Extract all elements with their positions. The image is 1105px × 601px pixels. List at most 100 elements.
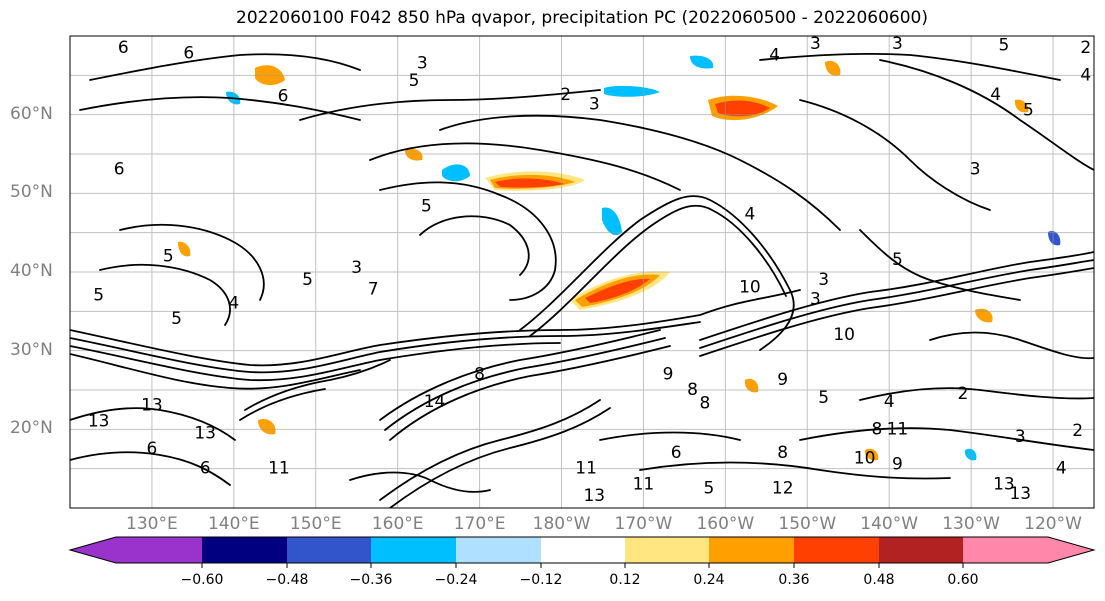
map-frame [69,35,1095,509]
contour-value-label: 3 [810,290,821,310]
colorbar-tick-label: 0.48 [863,572,895,588]
colorbar-tick-label: 0.60 [947,572,979,588]
map-title: 2022060100 F042 850 hPa qvapor, precipit… [236,8,928,28]
qvapor-contours [70,52,1094,508]
latitude-label: 30°N [10,339,53,360]
contour-value-label: 6 [278,87,289,107]
contour-value-label: 2 [1072,421,1083,441]
contour-value-label: 9 [663,364,674,384]
contour-value-label: 5 [892,250,903,270]
contour-value-label: 3 [417,54,428,74]
contour-value-label: 3 [892,34,903,54]
latitude-label: 50°N [10,182,53,203]
colorbar-segment [371,537,456,563]
contour-value-label: 5 [409,71,420,91]
contour-value-label: 6 [183,43,194,63]
contour-value-label: 5 [93,286,104,306]
colorbar-segment [625,537,709,563]
contour-value-label: 5 [163,246,174,266]
contour-value-label: 5 [818,388,829,408]
colorbar-outline [68,536,1096,564]
contour-value-label: 3 [970,160,981,180]
colorbar-tick-label: 0.36 [778,572,810,588]
longitude-label: 170°E [453,514,506,534]
contour-value-label: 14 [424,392,446,412]
contour-value-label: 4 [884,392,895,412]
longitude-label: 160°W [696,514,755,534]
colorbar-segment [709,537,794,563]
contour-value-label: 13 [993,474,1015,494]
contour-value-label: 4 [1080,65,1091,85]
colorbar-segment [541,537,625,563]
contour-value-label: 5 [1023,101,1034,121]
contour-value-label: 6 [118,38,129,58]
contour-value-label: 12 [772,478,794,498]
colorbar-segment [963,537,1094,563]
colorbar-segment [794,537,879,563]
contour-value-label: 11 [575,459,597,479]
contour-value-label: 11 [887,419,909,439]
contour-value-label: 3 [1015,427,1026,447]
contour-value-label: 3 [810,34,821,54]
latitude-label: 40°N [10,261,53,281]
contour-value-label: 6 [200,459,211,479]
longitude-label: 130°W [942,514,1000,534]
contour-value-label: 4 [990,85,1001,105]
contour-value-label: 4 [228,293,239,313]
contour-value-label: 2 [560,85,571,105]
colorbar-segment [287,537,371,563]
contour-value-label: 2 [1080,38,1091,58]
contour-value-label: 13 [88,411,110,431]
contour-value-label: 6 [671,443,682,463]
longitude-label: 150°E [289,514,342,534]
colorbar-tick-label: −0.24 [434,572,478,588]
longitude-label: 180°W [532,514,591,534]
longitude-label: 120°W [1024,514,1082,534]
contour-value-label: 3 [351,258,362,278]
contour-value-label: 5 [998,35,1009,55]
contour-value-label: 5 [421,197,432,217]
latitude-label: 60°N [10,103,53,124]
longitude-label: 130°E [126,514,178,534]
colorbar-tick-label: 0.24 [693,572,725,588]
colorbar-tick-label: −0.36 [349,572,393,588]
contour-value-label: 5 [302,270,313,290]
contour-value-label: 2 [958,384,969,404]
colorbar-tick-label: 0.12 [609,572,641,588]
map-plot-area: 6635623433524456543435335575451031081498… [70,34,1094,508]
contour-value-label: 8 [687,380,698,400]
contour-value-label: 4 [745,205,756,225]
longitude-label: 140°W [860,514,919,534]
contour-value-label: 5 [171,309,182,329]
contour-value-label: 13 [194,423,216,443]
colorbar-segment [202,537,287,563]
contour-value-label: 10 [833,325,855,345]
contour-value-label: 8 [777,443,788,463]
contour-value-label: 8 [474,364,485,384]
contour-value-label: 11 [633,474,655,494]
longitude-label: 140°E [207,514,260,534]
colorbar-tick-label: −0.12 [519,572,563,588]
contour-value-label: 8 [871,419,882,439]
contour-labels: 6635623433524456543435335575451031081498… [88,34,1091,506]
colorbar-segment [456,537,541,563]
contour-value-label: 6 [114,160,125,180]
colorbar-tick-label: −0.48 [265,572,309,588]
contour-value-label: 9 [892,455,903,475]
longitude-label: 150°W [778,514,837,534]
contour-value-label: 5 [704,478,715,498]
contour-value-label: 9 [777,370,788,390]
contour-value-label: 10 [739,278,761,298]
contour-value-label: 3 [589,94,600,114]
contour-value-label: 10 [854,448,876,468]
contour-value-label: 3 [818,270,829,290]
contour-value-label: 11 [268,459,290,479]
longitude-label: 160°E [371,514,424,534]
contour-value-label: 13 [1009,484,1031,504]
colorbar [68,536,1096,568]
contour-value-label: 13 [583,486,605,506]
contour-value-label: 4 [1056,459,1067,479]
contour-value-label: 7 [368,279,379,299]
colorbar-tick-label: −0.60 [180,572,224,588]
contour-value-label: 8 [699,393,710,413]
